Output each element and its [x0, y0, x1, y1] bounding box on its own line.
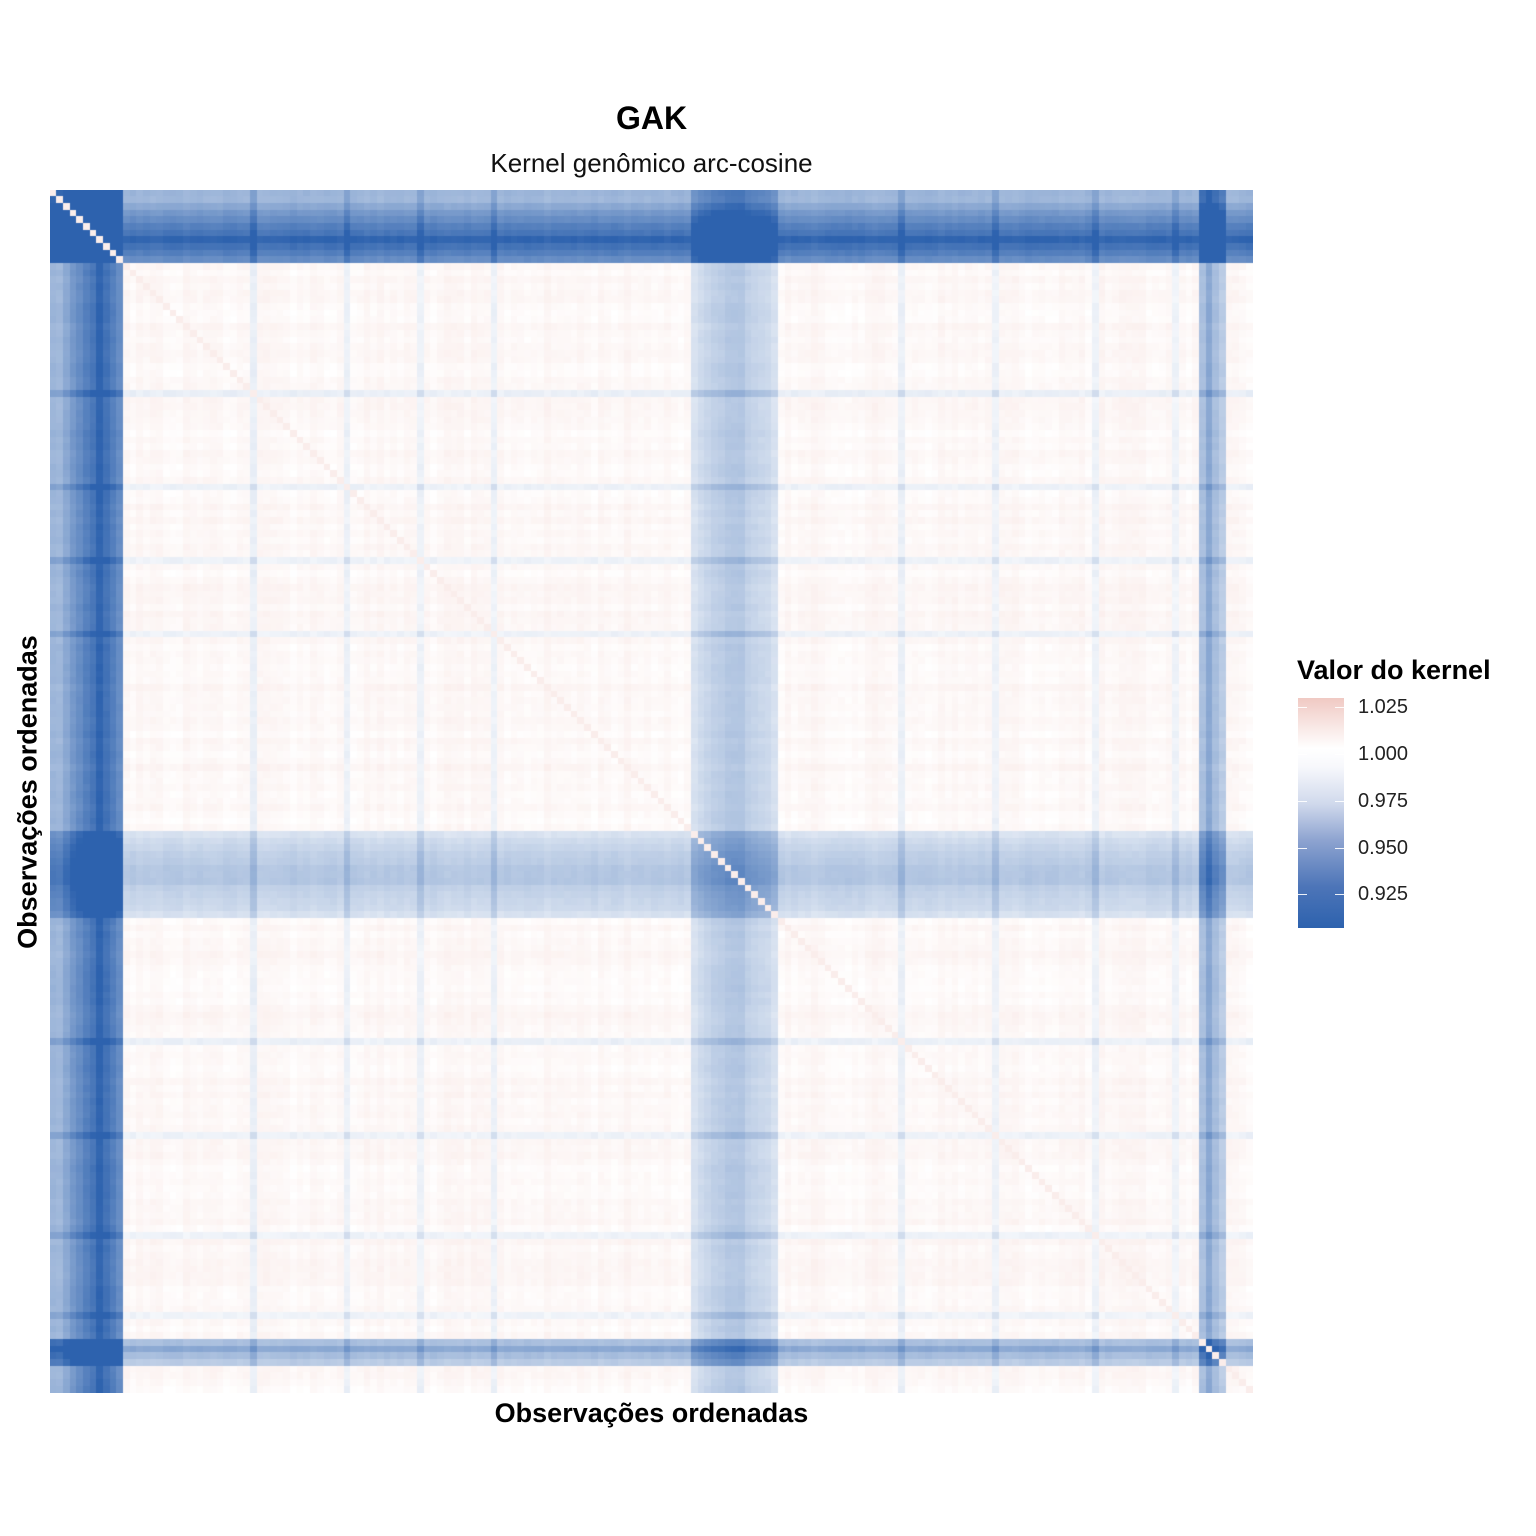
- legend-tick-mark: [1298, 800, 1307, 802]
- legend-tick-mark: [1335, 800, 1344, 802]
- heatmap-plot: [50, 190, 1253, 1393]
- legend-tick-label: 1.025: [1358, 696, 1409, 719]
- legend-tick-mark: [1298, 847, 1307, 849]
- legend-tick-label: 1.000: [1358, 743, 1409, 766]
- legend-tick-label: 0.975: [1358, 789, 1409, 812]
- legend-tick-mark: [1335, 754, 1344, 756]
- legend-tick-label: 0.925: [1358, 883, 1409, 906]
- legend-tick-mark: [1335, 707, 1344, 709]
- color-legend: Valor do kernel 1.025 1.000 0.975 0.950 0.92…: [1297, 655, 1527, 945]
- y-axis-label: Observações ordenadas: [12, 635, 43, 949]
- chart-title: GAK: [615, 100, 688, 136]
- legend-tick-mark: [1298, 707, 1307, 709]
- x-axis-label: Observações ordenadas: [494, 1398, 809, 1428]
- legend-tick-label: 0.950: [1358, 836, 1409, 859]
- legend-tick-mark: [1298, 894, 1307, 896]
- legend-title: Valor do kernel: [1297, 655, 1491, 685]
- legend-tick-mark: [1335, 894, 1344, 896]
- legend-tick-mark: [1298, 754, 1307, 756]
- legend-colorbar: [1298, 698, 1344, 928]
- legend-tick-mark: [1335, 847, 1344, 849]
- chart-subtitle: Kernel genômico arc-cosine: [490, 148, 813, 178]
